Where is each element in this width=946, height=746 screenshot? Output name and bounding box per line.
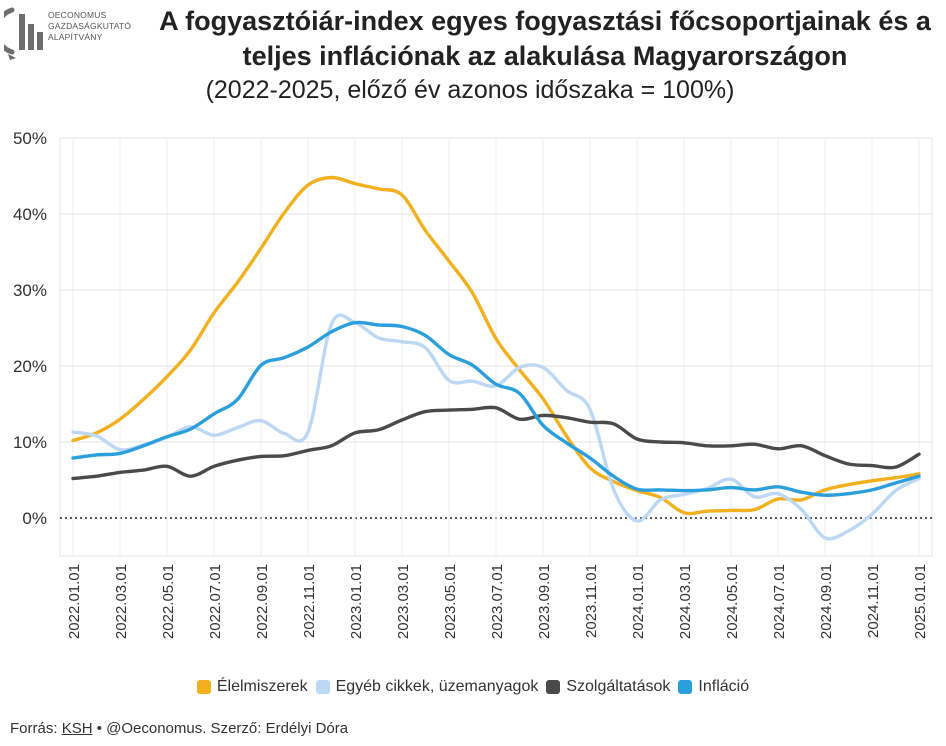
y-tick-label: 40% [13, 205, 47, 224]
x-tick-label: 2025.01.01 [912, 564, 929, 639]
logo-mark-icon [0, 7, 43, 60]
legend-item-1: Élelmiszerek [196, 678, 308, 696]
legend-label: Szolgáltatások [566, 678, 671, 695]
logo-text: OECONOMUS GAZDASÁGKUTATÓ ALAPÍTVÁNY [48, 10, 131, 43]
legend-label: Infláció [698, 678, 750, 695]
legend-label: Egyéb cikkek, üzemanyagok [335, 678, 539, 695]
legend-item-3: Szolgáltatások [546, 678, 670, 696]
y-tick-label: 30% [13, 281, 47, 300]
x-tick-label: 2023.11.01 [583, 564, 600, 638]
x-tick-label: 2023.03.01 [395, 564, 412, 639]
x-tick-label: 2024.07.01 [771, 564, 788, 639]
y-tick-label: 50% [13, 129, 47, 148]
legend-item-4: Infláció [678, 678, 749, 696]
series-line-4 [71, 320, 921, 497]
line-chart: 0% 10% 20% 30% 40% 50% 2022.01.01 2022.03.01 202… [13, 129, 933, 639]
x-tick-label: 2024.09.01 [818, 564, 835, 639]
x-tick-label: 2022.09.01 [254, 564, 271, 639]
source-credit: • @Oeconomus. Szerző: Erdélyi Dóra [96, 720, 349, 737]
x-tick-label: 2023.05.01 [442, 564, 459, 639]
series-line-3 [71, 405, 921, 481]
logo-line-2: GAZDASÁGKUTATÓ [48, 21, 132, 31]
x-tick-label: 2024.01.01 [630, 564, 647, 639]
chart-subtitle: (2022-2025, előző év azonos időszaka = 1… [205, 76, 735, 104]
chart-title-line-2: teljes inflációnak az alakulása Magyaror… [242, 41, 848, 71]
legend-label: Élelmiszerek [216, 678, 308, 695]
legend-swatch [196, 680, 211, 694]
legend-swatch [546, 680, 561, 694]
y-tick-label: 10% [13, 433, 47, 452]
source-link[interactable]: KSH [61, 720, 93, 737]
x-tick-label: 2022.11.01 [301, 564, 318, 638]
logo: OECONOMUS GAZDASÁGKUTATÓ ALAPÍTVÁNY [0, 2, 144, 64]
x-tick-label: 2022.05.01 [160, 564, 177, 639]
x-tick-label: 2023.09.01 [536, 564, 553, 639]
legend: Élelmiszerek Egyéb cikkek, üzemanyagok Szo… [0, 678, 946, 699]
x-tick-label: 2022.07.01 [207, 564, 224, 639]
series-line-1 [71, 175, 921, 516]
x-tick-label: 2024.03.01 [677, 564, 694, 639]
x-tick-label: 2024.05.01 [724, 564, 741, 639]
legend-item-2: Egyéb cikkek, üzemanyagok [315, 678, 539, 696]
legend-swatch [315, 680, 330, 694]
logo-line-1: OECONOMUS [48, 10, 107, 20]
legend-swatch [678, 680, 693, 694]
logo-line-3: ALAPÍTVÁNY [48, 32, 103, 42]
source-prefix: Forrás: [10, 720, 58, 737]
y-tick-label: 0% [22, 509, 47, 528]
y-tick-label: 20% [13, 357, 47, 376]
x-tick-label: 2023.07.01 [489, 564, 506, 639]
chart-title-line-1: A fogyasztóiár-index egyes fogyasztási f… [159, 6, 931, 36]
x-tick-label: 2022.01.01 [66, 564, 83, 639]
source-note: Forrás: KSH • @Oeconomus. Szerző: Erdély… [10, 720, 348, 737]
x-tick-label: 2024.11.01 [865, 564, 882, 638]
chart-title: A fogyasztóiár-index egyes fogyasztási f… [150, 4, 940, 74]
x-tick-label: 2023.01.01 [348, 564, 365, 639]
x-tick-label: 2022.03.01 [113, 564, 130, 639]
